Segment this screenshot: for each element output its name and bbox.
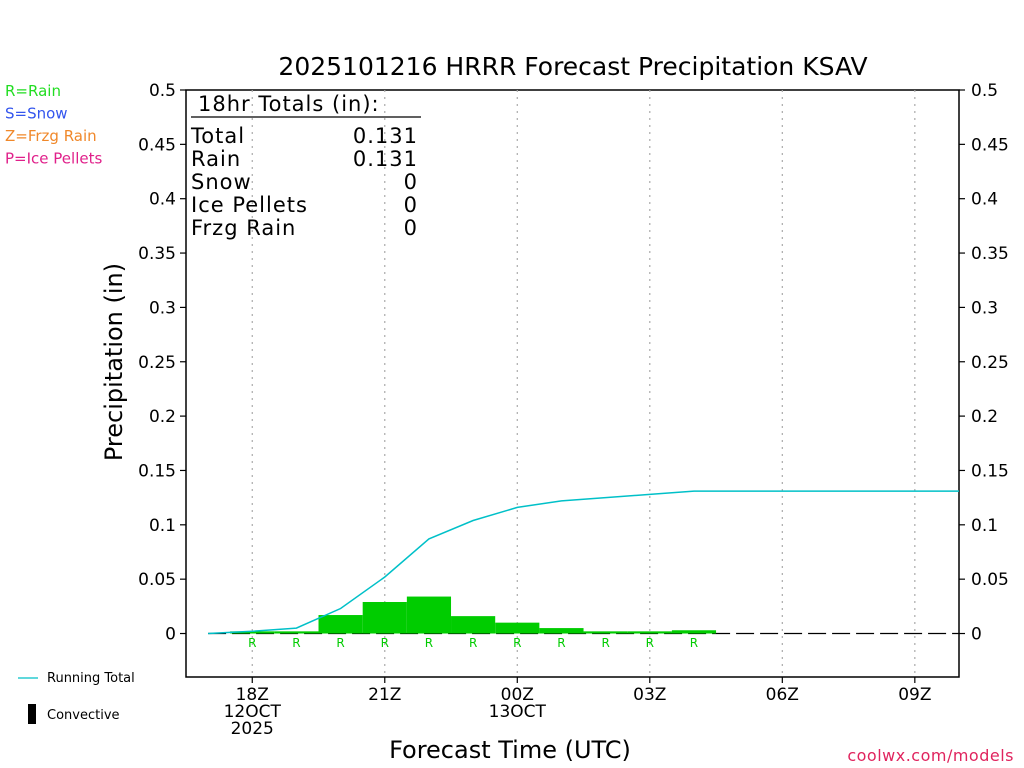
ptype-legend: R=Rain S=Snow Z=Frzg Rain P=Ice Pellets [5,82,102,168]
running-total-legend-label: Running Total [47,671,135,686]
totals-box: 18hr Totals (in): Total 0.131 Rain 0.131 Sno… [190,92,421,240]
y-tick-label-right-4: 0.2 [971,407,998,427]
totals-label-3: Ice Pellets [191,193,308,217]
bar-9 [627,631,672,634]
y-tick-label-right-6: 0.3 [971,298,998,318]
bar-1 [274,631,319,634]
ptype-legend-item-2: Z=Frzg Rain [5,127,97,145]
y-tick-label-right-3: 0.15 [971,461,1009,481]
ptype-marker-4: R [425,636,433,650]
ptype-marker-6: R [513,636,521,650]
ptype-marker-10: R [690,636,698,650]
y-tick-label-right-0: 0 [971,625,982,645]
y-tick-label-left-6: 0.3 [149,298,176,318]
ptype-marker-8: R [601,636,609,650]
ptype-marker-7: R [557,636,565,650]
x-tick-label-3-0: 03Z [633,685,666,705]
bar-8 [583,631,628,634]
totals-label-0: Total [190,124,245,148]
convective-legend-swatch [28,704,36,724]
bar-6 [495,622,540,634]
totals-label-2: Snow [191,170,252,194]
y-tick-label-right-7: 0.35 [971,244,1009,264]
y-tick-label-left-1: 0.05 [138,570,176,590]
x-tick-label-2-0: 00Z [501,685,534,705]
y-tick-label-left-10: 0.5 [149,81,176,101]
x-tick-label-0-1: 12OCT [224,702,282,722]
bar-7 [539,628,584,634]
ptype-marker-3: R [381,636,389,650]
bar-0 [230,631,275,634]
y-tick-label-right-2: 0.1 [971,516,998,536]
y-tick-label-left-9: 0.45 [138,135,176,155]
totals-value-3: 0 [404,193,418,217]
bar-3 [362,601,407,634]
credit-text: coolwx.com/models [847,746,1014,765]
ptype-marker-1: R [292,636,300,650]
x-tick-label-2-1: 13OCT [489,702,547,722]
bar-5 [451,616,496,634]
y-tick-label-left-8: 0.4 [149,190,176,210]
running-total-line [208,490,959,635]
ptype-legend-item-3: P=Ice Pellets [5,150,102,168]
y-tick-label-left-2: 0.1 [149,516,176,536]
ptype-marker-2: R [336,636,344,650]
y-tick-label-left-0: 0 [165,625,176,645]
totals-value-0: 0.131 [353,124,418,148]
y-axis-label: Precipitation (in) [100,263,128,461]
x-tick-label-1-0: 21Z [368,685,401,705]
totals-heading: 18hr Totals (in): [198,92,380,116]
ptype-legend-item-1: S=Snow [5,105,68,123]
y-tick-label-left-4: 0.2 [149,407,176,427]
totals-label-1: Rain [191,147,241,171]
y-tick-label-right-5: 0.25 [971,353,1009,373]
y-tick-label-left-3: 0.15 [138,461,176,481]
y-tick-label-left-5: 0.25 [138,353,176,373]
y-tick-label-right-9: 0.45 [971,135,1009,155]
x-tick-label-0-2: 2025 [231,719,274,739]
x-axis-label: Forecast Time (UTC) [389,736,631,764]
x-tick-label-0-0: 18Z [236,685,269,705]
ptype-marker-5: R [469,636,477,650]
chart-title: 2025101216 HRRR Forecast Precipitation K… [278,52,867,81]
plot-frame [185,89,960,678]
totals-value-2: 0 [404,170,418,194]
y-tick-label-right-8: 0.4 [971,190,998,210]
bar-4 [406,596,452,634]
y-tick-label-right-10: 0.5 [971,81,998,101]
bar-10 [671,630,717,634]
x-tick-label-4-0: 06Z [766,685,799,705]
y-tick-label-right-1: 0.05 [971,570,1009,590]
bottom-legend: Running Total Convective [18,671,135,724]
ptype-legend-item-0: R=Rain [5,82,61,100]
totals-value-4: 0 [404,216,418,240]
totals-value-1: 0.131 [353,147,418,171]
bar-2 [318,615,363,634]
y-tick-label-left-7: 0.35 [138,244,176,264]
convective-legend-label: Convective [47,708,120,723]
ptype-marker-0: R [248,636,256,650]
ptype-marker-9: R [646,636,654,650]
x-tick-label-5-0: 09Z [898,685,931,705]
totals-label-4: Frzg Rain [191,216,296,240]
